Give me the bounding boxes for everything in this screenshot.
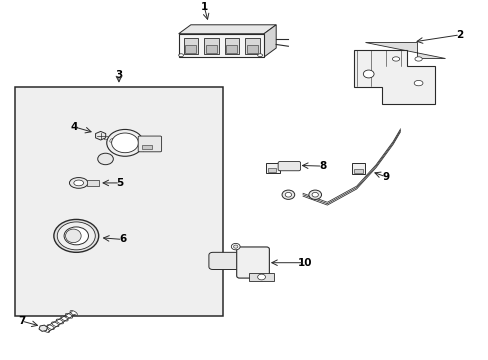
Bar	[15, 87, 222, 316]
FancyBboxPatch shape	[278, 161, 300, 171]
Ellipse shape	[285, 192, 291, 197]
Ellipse shape	[311, 192, 318, 197]
Bar	[205, 45, 216, 53]
Text: 2: 2	[455, 30, 463, 40]
Ellipse shape	[115, 141, 119, 144]
Bar	[86, 180, 99, 186]
Bar	[246, 45, 257, 53]
Ellipse shape	[52, 322, 59, 327]
Ellipse shape	[110, 139, 113, 142]
Ellipse shape	[257, 274, 265, 280]
Ellipse shape	[70, 311, 77, 315]
Ellipse shape	[231, 243, 240, 250]
Text: 10: 10	[298, 258, 312, 268]
Ellipse shape	[257, 54, 262, 57]
Ellipse shape	[126, 145, 130, 149]
Bar	[268, 167, 276, 172]
Polygon shape	[264, 25, 276, 57]
Ellipse shape	[282, 190, 294, 199]
Polygon shape	[353, 50, 434, 104]
Ellipse shape	[308, 190, 321, 199]
Ellipse shape	[57, 222, 95, 250]
Ellipse shape	[65, 313, 73, 318]
Ellipse shape	[74, 180, 83, 186]
Text: 9: 9	[382, 172, 388, 182]
Bar	[203, 38, 218, 54]
Bar	[351, 162, 365, 174]
Polygon shape	[95, 131, 105, 140]
Text: 1: 1	[200, 2, 207, 12]
Ellipse shape	[54, 219, 99, 252]
Text: 8: 8	[318, 161, 325, 171]
Ellipse shape	[56, 319, 63, 324]
Bar	[244, 38, 259, 54]
Bar	[266, 162, 280, 173]
FancyBboxPatch shape	[208, 252, 243, 270]
Ellipse shape	[413, 80, 422, 86]
Polygon shape	[178, 25, 276, 34]
Text: 7: 7	[18, 316, 25, 326]
Polygon shape	[39, 325, 47, 331]
Ellipse shape	[111, 133, 138, 153]
Text: 4: 4	[70, 122, 78, 132]
Ellipse shape	[42, 328, 50, 332]
Bar	[224, 38, 239, 54]
Bar	[178, 34, 264, 57]
Ellipse shape	[233, 245, 238, 248]
Ellipse shape	[104, 136, 108, 140]
Ellipse shape	[178, 54, 183, 57]
Polygon shape	[364, 42, 445, 58]
Ellipse shape	[47, 325, 54, 329]
Ellipse shape	[363, 70, 373, 78]
Text: 5: 5	[116, 178, 123, 188]
Bar	[353, 168, 362, 173]
Ellipse shape	[69, 177, 88, 188]
Ellipse shape	[391, 57, 399, 61]
Bar	[185, 45, 196, 53]
Bar	[142, 145, 152, 149]
Bar	[226, 45, 237, 53]
Ellipse shape	[106, 130, 143, 156]
FancyBboxPatch shape	[236, 247, 269, 278]
Bar	[183, 38, 198, 54]
Ellipse shape	[64, 227, 88, 245]
Ellipse shape	[65, 229, 81, 243]
Ellipse shape	[61, 316, 68, 321]
Ellipse shape	[414, 57, 421, 61]
Text: 6: 6	[119, 234, 126, 244]
Bar	[249, 274, 273, 280]
Ellipse shape	[98, 153, 113, 165]
FancyBboxPatch shape	[138, 136, 161, 152]
Ellipse shape	[121, 143, 124, 147]
Text: 3: 3	[115, 70, 122, 80]
